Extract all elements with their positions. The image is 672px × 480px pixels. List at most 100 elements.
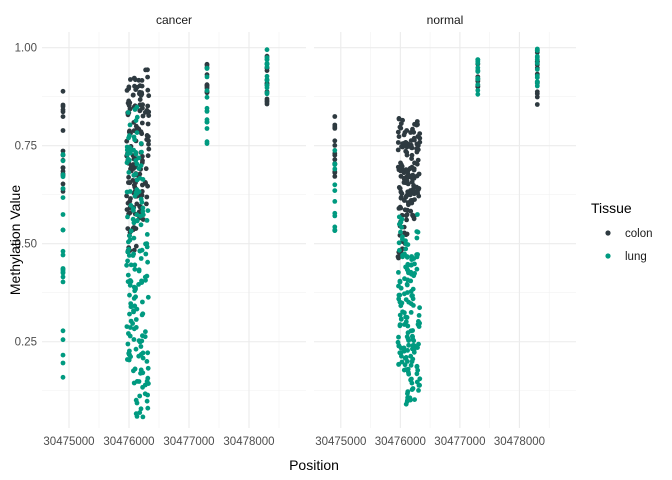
data-point-lung xyxy=(132,262,138,268)
legend-label-lung: lung xyxy=(625,251,647,263)
data-point-lung xyxy=(132,137,138,143)
data-point-lung xyxy=(408,377,413,383)
data-point-colon xyxy=(409,179,415,185)
data-point-colon xyxy=(404,231,410,237)
data-point-lung xyxy=(332,182,338,188)
data-point-colon xyxy=(395,164,401,170)
data-point-lung xyxy=(136,268,142,274)
data-point-lung xyxy=(264,91,270,97)
data-point-lung xyxy=(134,414,140,419)
data-point-lung xyxy=(136,353,142,359)
data-point-lung xyxy=(396,334,401,340)
data-point-lung xyxy=(264,85,270,91)
data-point-lung xyxy=(60,227,66,233)
data-point-lung xyxy=(145,365,151,371)
data-point-lung xyxy=(138,406,144,412)
data-point-lung xyxy=(60,270,66,276)
data-point-lung xyxy=(396,214,402,220)
data-point-colon xyxy=(534,89,540,95)
data-point-colon xyxy=(534,102,540,107)
data-point-lung xyxy=(138,141,144,146)
data-point-lung xyxy=(403,238,408,244)
data-point-lung xyxy=(131,296,137,301)
data-point-lung xyxy=(142,382,148,388)
data-point-lung xyxy=(416,341,421,347)
data-point-lung xyxy=(402,355,408,361)
data-point-lung xyxy=(397,323,403,329)
data-point-lung xyxy=(411,349,417,355)
data-point-colon xyxy=(144,194,150,200)
data-point-colon xyxy=(332,152,338,158)
data-point-lung xyxy=(127,233,132,239)
data-point-colon xyxy=(404,128,410,133)
data-point-colon xyxy=(264,68,270,73)
data-point-colon xyxy=(409,152,415,158)
data-point-colon xyxy=(414,122,420,128)
data-point-colon xyxy=(133,243,139,249)
data-point-lung xyxy=(416,383,422,388)
data-point-lung xyxy=(60,252,66,258)
data-point-colon xyxy=(142,110,148,115)
data-point-colon xyxy=(126,84,132,90)
y-tick-label: 1.00 xyxy=(15,43,37,55)
x-tick-label: 30476000 xyxy=(103,436,154,448)
data-point-lung xyxy=(60,152,66,157)
data-point-lung xyxy=(475,91,481,97)
data-point-colon xyxy=(145,87,151,93)
data-point-colon xyxy=(332,174,338,179)
data-point-lung xyxy=(134,161,140,167)
data-point-colon xyxy=(139,131,145,137)
data-point-lung xyxy=(264,47,270,53)
data-point-lung xyxy=(125,272,131,278)
data-point-lung xyxy=(133,118,139,123)
points-normal xyxy=(332,46,540,407)
data-point-lung xyxy=(264,57,270,62)
data-point-lung xyxy=(534,48,540,53)
data-point-lung xyxy=(130,206,136,212)
data-point-lung xyxy=(60,266,66,271)
data-point-lung xyxy=(416,324,422,329)
data-point-colon xyxy=(404,217,409,223)
data-point-lung xyxy=(125,331,131,336)
data-point-colon xyxy=(332,143,338,148)
data-point-lung xyxy=(124,160,130,166)
data-point-colon xyxy=(146,93,152,99)
data-point-colon xyxy=(140,113,146,119)
data-point-lung xyxy=(60,328,66,334)
data-point-colon xyxy=(60,148,66,154)
data-point-lung xyxy=(408,289,414,294)
data-point-colon xyxy=(60,114,66,119)
data-point-lung xyxy=(139,149,144,155)
data-point-lung xyxy=(406,342,411,348)
data-point-colon xyxy=(126,100,132,106)
y-axis-title: Methylation Value xyxy=(7,185,23,295)
y-tick-label: 0.25 xyxy=(15,337,37,349)
y-axis: 0.25 0.50 0.75 1.00 xyxy=(15,43,37,349)
data-point-lung xyxy=(60,174,66,180)
data-point-lung xyxy=(403,314,409,320)
data-point-lung xyxy=(127,292,132,298)
data-point-lung xyxy=(412,261,417,267)
data-point-lung xyxy=(133,346,139,352)
data-point-lung xyxy=(402,362,408,368)
data-point-lung xyxy=(397,312,403,318)
data-point-lung xyxy=(136,282,142,287)
data-point-lung xyxy=(415,229,421,235)
data-point-lung xyxy=(204,105,210,111)
data-point-lung xyxy=(396,292,402,298)
data-point-colon xyxy=(264,99,270,105)
data-point-lung xyxy=(404,281,410,287)
data-point-lung xyxy=(60,274,66,280)
data-point-colon xyxy=(411,166,417,172)
data-point-lung xyxy=(204,74,210,80)
data-point-lung xyxy=(398,303,404,309)
data-point-lung xyxy=(125,279,131,284)
data-point-lung xyxy=(264,61,270,67)
data-point-colon xyxy=(146,113,152,118)
data-point-colon xyxy=(124,88,130,93)
data-point-lung xyxy=(204,119,210,125)
data-point-lung xyxy=(132,366,138,372)
data-point-colon xyxy=(60,107,66,113)
data-point-lung xyxy=(134,400,140,406)
data-point-colon xyxy=(396,134,402,140)
